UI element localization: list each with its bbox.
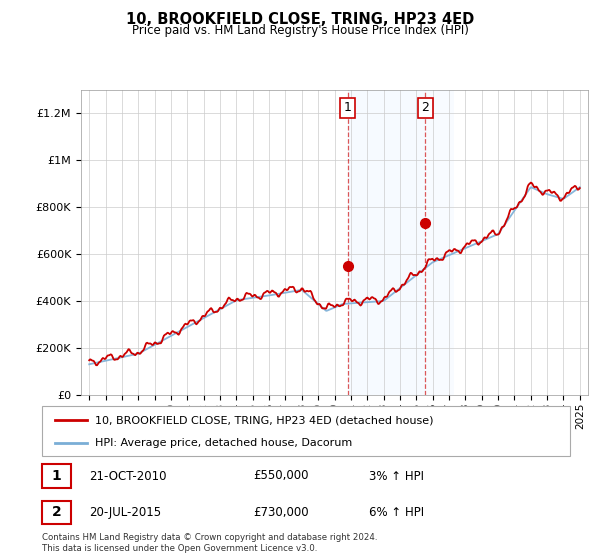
Text: 3% ↑ HPI: 3% ↑ HPI [370, 469, 424, 483]
Text: HPI: Average price, detached house, Dacorum: HPI: Average price, detached house, Daco… [95, 438, 352, 449]
Text: 21-OCT-2010: 21-OCT-2010 [89, 469, 167, 483]
Text: 10, BROOKFIELD CLOSE, TRING, HP23 4ED: 10, BROOKFIELD CLOSE, TRING, HP23 4ED [126, 12, 474, 27]
Text: 1: 1 [52, 469, 61, 483]
Text: 2: 2 [421, 101, 429, 114]
Text: £550,000: £550,000 [253, 469, 309, 483]
FancyBboxPatch shape [42, 406, 570, 456]
Text: Contains HM Land Registry data © Crown copyright and database right 2024.
This d: Contains HM Land Registry data © Crown c… [42, 533, 377, 553]
Bar [425, 90, 454, 395]
Text: 20-JUL-2015: 20-JUL-2015 [89, 506, 161, 519]
Text: Price paid vs. HM Land Registry's House Price Index (HPI): Price paid vs. HM Land Registry's House … [131, 24, 469, 36]
FancyBboxPatch shape [42, 464, 71, 488]
Text: 6% ↑ HPI: 6% ↑ HPI [370, 506, 424, 519]
Text: 10, BROOKFIELD CLOSE, TRING, HP23 4ED (detached house): 10, BROOKFIELD CLOSE, TRING, HP23 4ED (d… [95, 415, 433, 425]
Text: £730,000: £730,000 [253, 506, 309, 519]
FancyBboxPatch shape [42, 501, 71, 524]
Text: 1: 1 [344, 101, 352, 114]
Bar [347, 90, 425, 395]
Text: 2: 2 [52, 505, 61, 520]
